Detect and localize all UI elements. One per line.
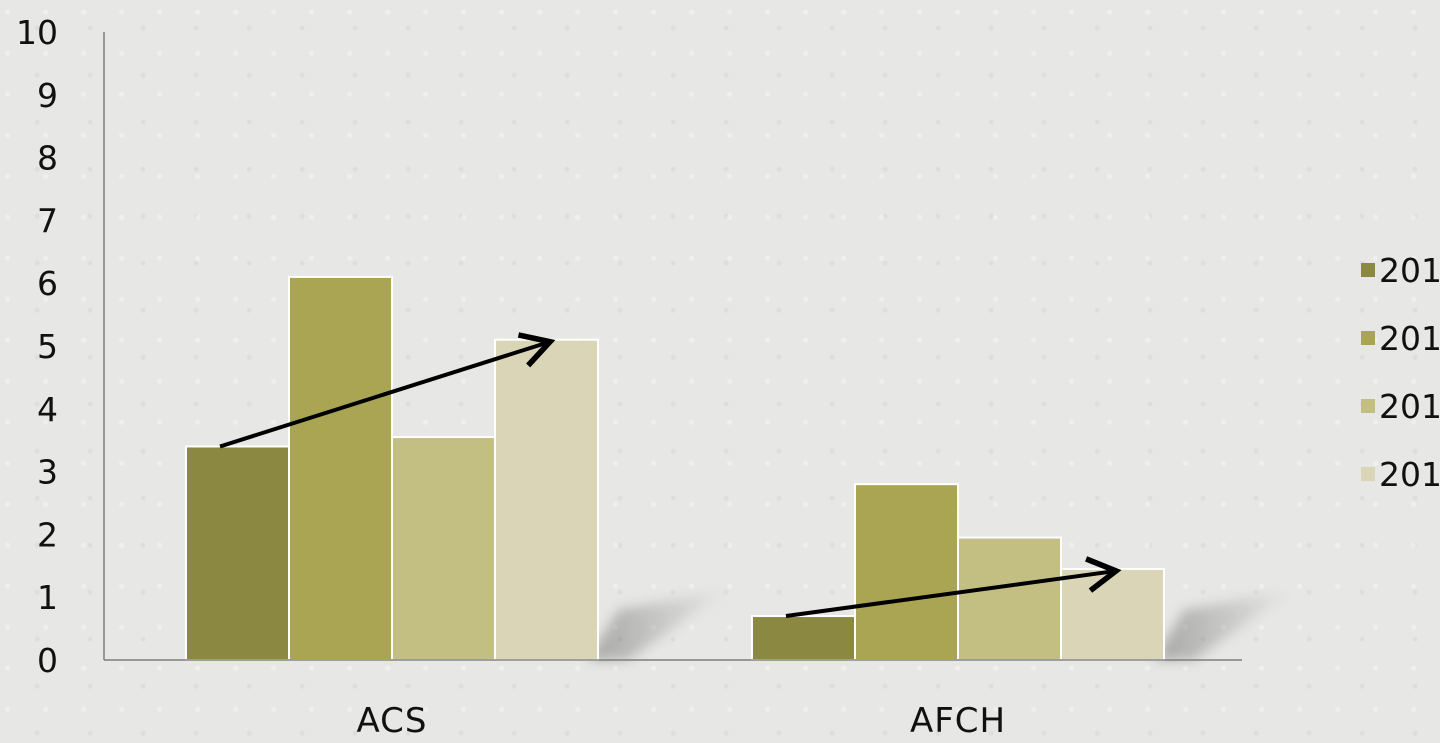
bar-group-shadow (588, 590, 728, 660)
bar-afch-2012 (854, 483, 959, 661)
y-tick-label: 0 (37, 641, 58, 680)
legend-swatch-2011 (1361, 263, 1375, 277)
legend-label-2011: 2011 (1379, 251, 1440, 290)
y-tick-label: 9 (37, 76, 58, 115)
bar-afch-2013 (957, 536, 1062, 661)
trend-arrow-afch (785, 556, 1122, 619)
y-tick-label: 1 (37, 578, 58, 617)
bar-afch-2011 (751, 615, 856, 661)
y-tick-label: 6 (37, 264, 58, 303)
bar-acs-2011 (185, 445, 290, 662)
legend-swatch-2013 (1361, 399, 1375, 413)
legend-label-2014: 2014 (1379, 455, 1440, 494)
y-tick-label: 10 (16, 13, 58, 52)
y-tick-label: 2 (37, 515, 58, 554)
y-tick-label: 5 (37, 327, 58, 366)
legend-label-2013: 2013 (1379, 387, 1440, 426)
bar-acs-2012 (288, 275, 393, 661)
y-tick-label: 7 (37, 201, 58, 240)
y-tick-label: 8 (37, 139, 58, 178)
y-tick-label: 4 (37, 390, 58, 429)
category-label-afch: AFCH (910, 701, 1006, 741)
category-label-acs: ACS (357, 701, 428, 741)
trend-arrow-acs (219, 332, 556, 449)
bar-afch-2014 (1060, 567, 1165, 661)
legend-swatch-2014 (1361, 467, 1375, 481)
bar-acs-2014 (494, 338, 599, 661)
y-tick-label: 3 (37, 453, 58, 492)
legend-swatch-2012 (1361, 331, 1375, 345)
bar-acs-2013 (391, 436, 496, 661)
bar-group-shadow (1154, 590, 1294, 660)
